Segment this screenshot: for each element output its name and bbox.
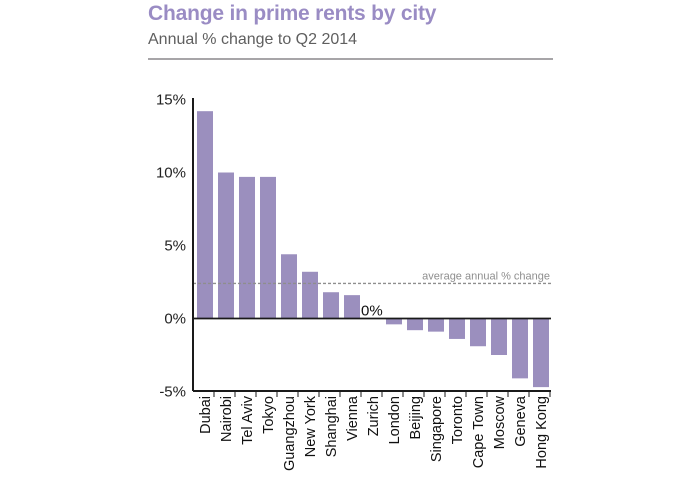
bar-vienna [344,295,360,319]
y-tick-label: 15% [156,92,186,109]
x-tick-label: Hong Kong [534,396,550,469]
bar-shanghai [323,292,339,319]
x-tick-label: Beijing [408,396,424,440]
bar-new-york [302,271,318,319]
bar-london [386,318,402,325]
x-tick-label: Tel Aviv [240,395,256,445]
bar-nairobi [218,172,234,319]
bar-beijing [407,318,423,331]
chart-subtitle: Annual % change to Q2 2014 [148,31,358,48]
x-tick-label: Shanghai [324,396,340,457]
x-tick-label: Vienna [345,395,361,441]
y-tick-label: -5% [159,384,186,401]
x-tick-label: Geneva [513,395,529,447]
bar-hong-kong [533,318,549,388]
x-tick-label: Toronto [450,396,466,444]
x-tick-label: New York [303,395,319,457]
y-tick-label: 10% [156,165,186,182]
bar-singapore [428,318,444,332]
bar-tokyo [260,176,276,319]
bar-toronto [449,318,465,339]
x-tick-label: Zurich [366,396,382,436]
chart-title: Change in prime rents by city [148,2,437,25]
x-tick-label: Cape Town [471,396,487,468]
x-tick-label: Tokyo [261,396,277,434]
x-tick-label: Moscow [492,395,508,449]
x-tick-label: Singapore [429,396,445,462]
title-divider [148,58,553,60]
x-tick-label: London [387,396,403,444]
y-tick-label: 5% [164,238,186,255]
zero-value-label: 0% [361,303,383,320]
bar-moscow [491,318,507,355]
x-tick-label: Dubai [198,396,214,434]
y-tick-label: 0% [164,311,186,328]
bar-dubai [197,111,213,319]
average-line-label: average annual % change [422,270,550,282]
bar-cape-town [470,318,486,347]
bar-geneva [512,318,528,379]
x-tick-label: Nairobi [219,396,235,442]
bar-guangzhou [281,254,297,319]
x-tick-label: Guangzhou [282,396,298,471]
bar-tel-aviv [239,176,255,319]
